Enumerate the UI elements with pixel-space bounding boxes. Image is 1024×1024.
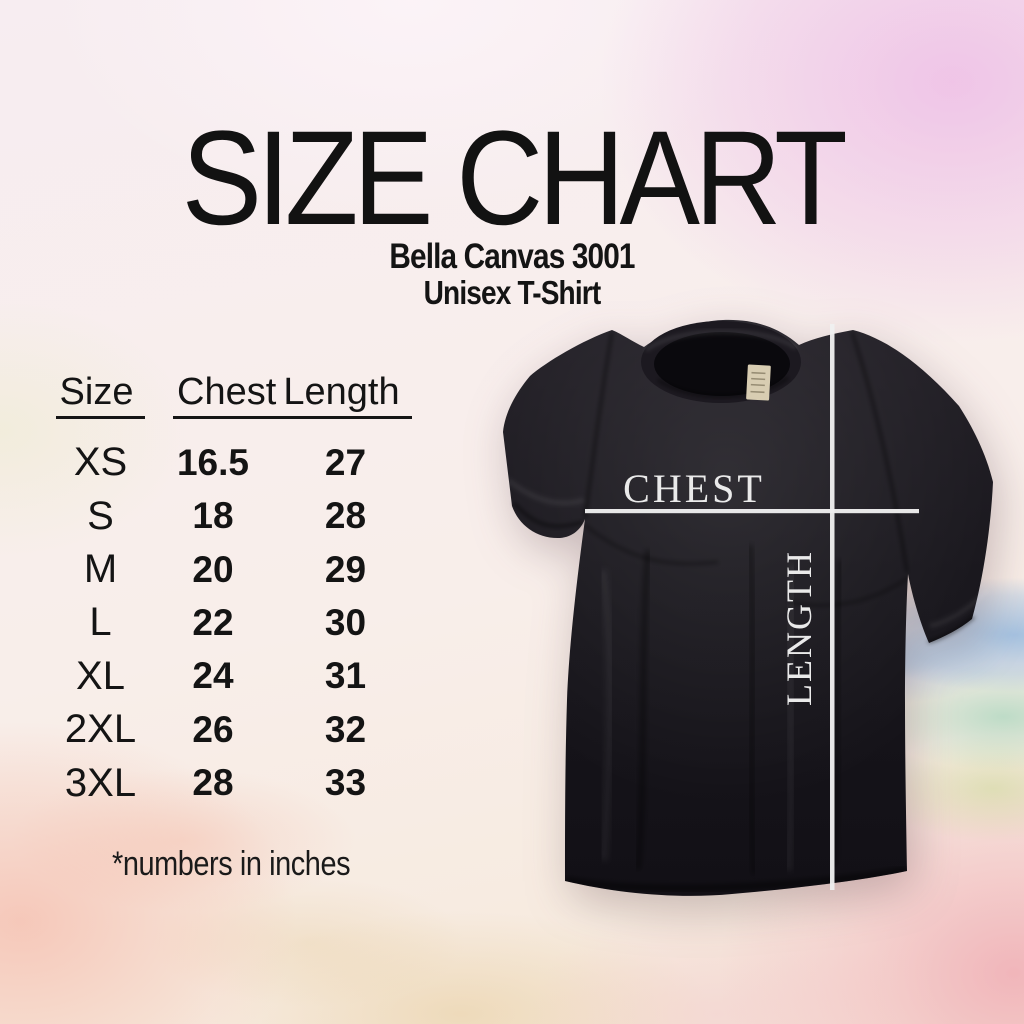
table-row: XL 24 31: [28, 650, 438, 703]
table-row: S 18 28: [28, 489, 438, 542]
size-table-header: Size Chest Length: [28, 371, 438, 420]
table-row: M 20 29: [28, 543, 438, 596]
sleeve-cuff-left: [506, 478, 585, 528]
header-chest-label: Chest: [173, 371, 289, 420]
table-row: 2XL 26 32: [28, 703, 438, 756]
units-footnote: *numbers in inches: [112, 845, 351, 883]
size-cell: XS: [73, 440, 128, 485]
length-line: [830, 324, 835, 890]
length-cell: 28: [324, 495, 367, 537]
size-cell: L: [89, 600, 112, 645]
product-name: Bella Canvas 3001: [389, 237, 635, 276]
size-table: Size Chest Length XS 16.5 27 S 18 28 M 20 29 L 22 3…: [28, 371, 438, 810]
size-cell: M: [83, 547, 118, 591]
header-size: Size: [28, 371, 173, 420]
product-type: Unisex T-Shirt: [423, 274, 602, 311]
header-size-label: Size: [55, 371, 146, 420]
table-row: L 22 30: [28, 596, 438, 649]
length-cell: 33: [324, 762, 367, 804]
size-cell: XL: [76, 653, 125, 698]
length-cell: 30: [324, 601, 367, 643]
chest-cell: 24: [192, 655, 234, 697]
collar-highlight: [644, 329, 798, 352]
length-cell: 32: [324, 708, 367, 750]
chest-line: [585, 509, 919, 514]
chest-cell: 16.5: [176, 441, 249, 483]
chest-cell: 20: [192, 548, 234, 590]
size-cell: S: [87, 493, 114, 538]
size-table-body: XS 16.5 27 S 18 28 M 20 29 L 22 30 XL 24 31 2XL 26 32 3XL 2…: [28, 436, 438, 810]
header-chest: Chest: [173, 371, 289, 420]
chest-cell: 22: [192, 601, 234, 643]
tshirt-diagram: CHEST LENGTH: [503, 319, 993, 896]
header-length-label: Length: [279, 371, 412, 420]
chest-cell: 28: [192, 762, 234, 804]
length-cell: 29: [324, 548, 367, 590]
size-cell: 2XL: [64, 707, 137, 752]
collar-inner-shadow: [657, 376, 789, 398]
size-chart-title: SIZE CHART: [181, 104, 848, 253]
sleeve-cuff-right: [927, 588, 990, 644]
length-cell: 27: [324, 441, 367, 483]
size-cell: 3XL: [64, 760, 137, 805]
chest-label: CHEST: [623, 466, 765, 511]
header-length: Length: [253, 371, 438, 420]
fabric-wrinkles: [565, 331, 909, 892]
table-row: XS 16.5 27: [28, 436, 438, 489]
length-cell: 31: [324, 655, 367, 697]
neck-tag: [746, 364, 771, 401]
table-row: 3XL 28 33: [28, 756, 438, 809]
length-label: LENGTH: [779, 550, 819, 706]
chest-cell: 18: [192, 495, 234, 537]
chest-cell: 26: [192, 708, 234, 750]
